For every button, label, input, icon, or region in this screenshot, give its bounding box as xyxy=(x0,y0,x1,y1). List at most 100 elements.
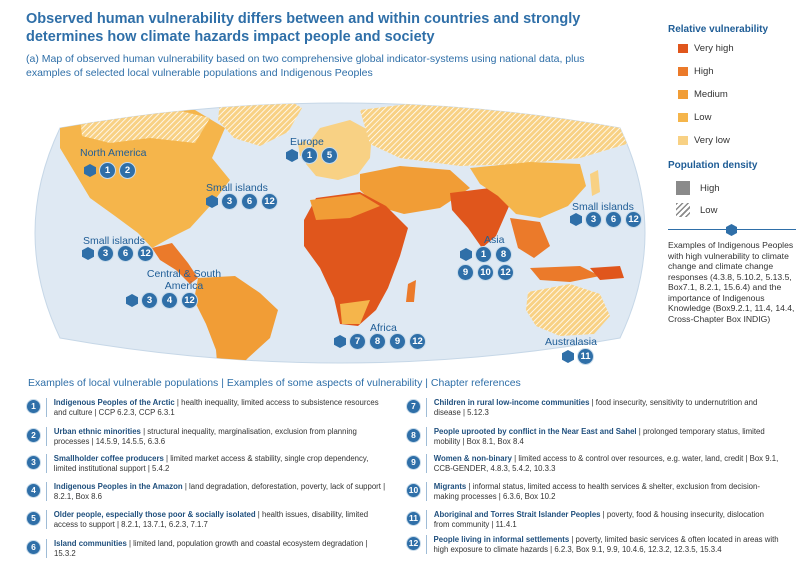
legend-example-text: Examples of Indigenous Peoples with high… xyxy=(668,240,795,324)
badges-north-america: 1 2 xyxy=(84,162,136,179)
population-badge[interactable]: 12 xyxy=(497,264,514,281)
divider xyxy=(46,482,47,501)
indigenous-marker-icon xyxy=(570,213,582,226)
population-badge[interactable]: 3 xyxy=(97,245,114,262)
badges-asia-row1: 1 8 xyxy=(460,246,512,263)
population-badge[interactable]: 7 xyxy=(349,333,366,350)
indigenous-marker-icon xyxy=(126,294,138,307)
australia xyxy=(526,284,610,336)
population-badge[interactable]: 2 xyxy=(119,162,136,179)
population-name: Migrants xyxy=(433,482,467,491)
population-badge[interactable]: 12 xyxy=(181,292,198,309)
south-america xyxy=(194,276,278,363)
population-badge[interactable]: 8 xyxy=(495,246,512,263)
population-detail: | health issues, disability, limited acc… xyxy=(53,510,369,529)
world-map: North America 1 2 Europe 1 5 Small islan… xyxy=(20,88,660,378)
region-label-small-islands-west-pacific: Small islands xyxy=(572,201,634,213)
population-badge[interactable]: 3 xyxy=(585,211,602,228)
population-name: Children in rural low-income communities xyxy=(433,398,590,407)
legend-density-high: High xyxy=(676,177,796,199)
population-badge[interactable]: 6 xyxy=(605,211,622,228)
indigenous-marker-icon xyxy=(286,149,298,162)
population-badge[interactable]: 6 xyxy=(241,193,258,210)
population-number-badge: 5 xyxy=(26,511,41,526)
population-number-badge: 3 xyxy=(26,455,41,470)
population-detail: | structural inequality, marginalisation… xyxy=(53,427,357,446)
list-item: 12 People living in informal settlements… xyxy=(406,535,781,554)
middle-east xyxy=(360,166,470,214)
list-item: 1 Indigenous Peoples of the Arctic | hea… xyxy=(26,398,391,417)
population-badge[interactable]: 9 xyxy=(457,264,474,281)
population-badge[interactable]: 10 xyxy=(477,264,494,281)
population-detail: | informal status, limited access to hea… xyxy=(433,482,760,501)
japan xyxy=(590,170,600,196)
indigenous-marker-icon xyxy=(562,350,574,363)
indigenous-marker-icon xyxy=(334,335,346,348)
greenland xyxy=(218,103,302,146)
region-label-small-islands-pacific: Small islands xyxy=(83,235,145,247)
east-asia xyxy=(470,162,586,218)
population-badge[interactable]: 12 xyxy=(409,333,426,350)
population-detail: | land degradation, deforestation, pover… xyxy=(53,482,386,501)
badges-africa: 7 8 9 12 xyxy=(334,333,426,350)
population-badge[interactable]: 8 xyxy=(369,333,386,350)
population-badge[interactable]: 1 xyxy=(475,246,492,263)
population-badge[interactable]: 12 xyxy=(137,245,154,262)
badges-central-south-america: 3 4 12 xyxy=(126,292,198,309)
population-badge[interactable]: 1 xyxy=(99,162,116,179)
population-badge[interactable]: 12 xyxy=(625,211,642,228)
population-badge[interactable]: 3 xyxy=(141,292,158,309)
legend-item-medium: Medium xyxy=(678,87,796,102)
populations-header: Examples of local vulnerable populations… xyxy=(28,377,521,389)
population-badge[interactable]: 5 xyxy=(321,147,338,164)
population-detail: | poverty, limited basic services & ofte… xyxy=(433,535,779,554)
legend-label: Very high xyxy=(694,43,734,54)
madagascar xyxy=(406,280,416,302)
region-label-small-islands-caribbean: Small islands xyxy=(206,182,268,194)
indigenous-marker-icon xyxy=(726,224,737,236)
legend-item-very-high: Very high xyxy=(678,41,796,56)
indigenous-marker-icon xyxy=(206,195,218,208)
population-badge[interactable]: 3 xyxy=(221,193,238,210)
divider xyxy=(46,454,47,473)
divider xyxy=(426,482,427,501)
legend-label: Low xyxy=(700,204,718,216)
legend-label: High xyxy=(700,182,720,194)
legend-swatch xyxy=(678,113,688,122)
population-badge[interactable]: 12 xyxy=(261,193,278,210)
badges-australasia: 11 xyxy=(562,348,594,365)
divider xyxy=(426,427,427,446)
population-number-badge: 2 xyxy=(26,428,41,443)
region-label-africa: Africa xyxy=(370,322,397,334)
population-badge[interactable]: 1 xyxy=(301,147,318,164)
indigenous-marker-icon xyxy=(84,164,96,177)
indigenous-marker-icon xyxy=(460,248,472,261)
population-badge[interactable]: 4 xyxy=(161,292,178,309)
population-detail: | limited access to & control over resou… xyxy=(433,454,779,473)
list-item: 11 Aboriginal and Torres Strait Islander… xyxy=(406,510,781,529)
page-title: Observed human vulnerability differs bet… xyxy=(26,11,581,45)
region-label-central-south-america: Central & South America xyxy=(146,268,222,292)
population-name: Aboriginal and Torres Strait Islander Pe… xyxy=(433,510,601,519)
population-detail: | food insecurity, sensitivity to undern… xyxy=(433,398,758,417)
legend-density-title: Population density xyxy=(668,160,758,171)
population-name: People uprooted by conflict in the Near … xyxy=(433,427,637,436)
population-badge[interactable]: 9 xyxy=(389,333,406,350)
divider xyxy=(426,510,427,529)
divider xyxy=(46,539,47,558)
list-item: 7 Children in rural low-income communiti… xyxy=(406,398,781,417)
population-name: People living in informal settlements xyxy=(433,535,570,544)
new-zealand xyxy=(624,324,634,346)
population-name: Indigenous Peoples of the Arctic xyxy=(53,398,175,407)
population-badge[interactable]: 6 xyxy=(117,245,134,262)
population-number-badge: 10 xyxy=(406,483,421,498)
population-badge[interactable]: 11 xyxy=(577,348,594,365)
legend-swatch xyxy=(676,181,690,195)
legend-label: High xyxy=(694,66,714,77)
population-number-badge: 11 xyxy=(406,511,421,526)
list-item: 9 Women & non-binary | limited access to… xyxy=(406,454,781,473)
population-name: Indigenous Peoples in the Amazon xyxy=(53,482,183,491)
legend-density-low: Low xyxy=(676,199,796,221)
list-item: 6 Island communities | limited land, pop… xyxy=(26,539,391,558)
region-label-europe: Europe xyxy=(290,136,324,148)
